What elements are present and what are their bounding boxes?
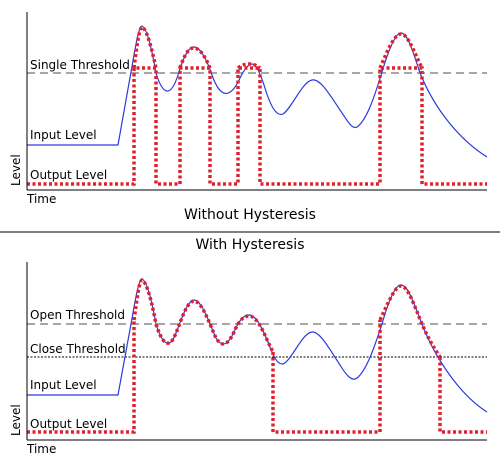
close-threshold-label: Close Threshold <box>30 342 126 356</box>
top-output-above-threshold-2 <box>178 46 212 69</box>
top-panel: Single Threshold Input Level Output Leve… <box>9 12 488 206</box>
top-output-level-line <box>27 66 487 186</box>
bottom-output-level-label: Output Level <box>30 417 107 431</box>
bottom-output-low-1 <box>27 320 136 434</box>
top-output-above-threshold <box>132 25 158 69</box>
top-output-level-label: Output Level <box>30 168 107 182</box>
bottom-level-label: Level <box>9 404 23 436</box>
top-output-above-threshold-4 <box>378 32 424 69</box>
without-hysteresis-caption: Without Hysteresis <box>184 207 316 223</box>
open-threshold-label: Open Threshold <box>30 308 125 322</box>
bottom-panel: Open Threshold Close Threshold Input Lev… <box>9 262 488 456</box>
bottom-output-low-2 <box>271 320 382 434</box>
bottom-time-label: Time <box>26 442 56 456</box>
single-threshold-label: Single Threshold <box>30 58 130 72</box>
top-output-above-threshold-3 <box>236 62 261 70</box>
bottom-output-high-2 <box>378 284 442 358</box>
with-hysteresis-title: With Hysteresis <box>196 237 305 253</box>
top-level-label: Level <box>9 154 23 186</box>
bottom-output-high-1 <box>132 278 275 353</box>
top-time-label: Time <box>26 192 56 206</box>
bottom-output-low-3 <box>438 357 487 434</box>
bottom-output-level-line <box>27 320 487 432</box>
bottom-input-level-label: Input Level <box>30 378 97 392</box>
top-input-level-label: Input Level <box>30 128 97 142</box>
